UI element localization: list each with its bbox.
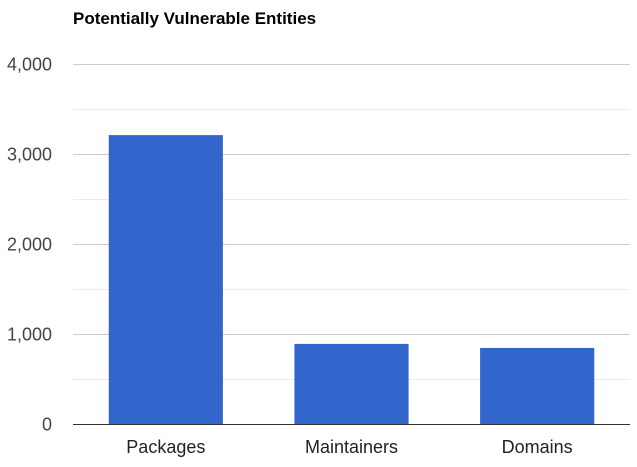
x-category-label: Maintainers <box>305 437 398 457</box>
y-tick-label: 4,000 <box>7 55 52 75</box>
y-tick-label: 2,000 <box>7 235 52 255</box>
y-tick-label: 0 <box>42 415 52 435</box>
bar <box>480 347 595 424</box>
bar <box>108 135 223 424</box>
y-tick-label: 1,000 <box>7 325 52 345</box>
bar <box>294 343 409 424</box>
y-tick-label: 3,000 <box>7 145 52 165</box>
chart-title: Potentially Vulnerable Entities <box>73 9 317 28</box>
x-category-label: Domains <box>502 437 573 457</box>
x-category-label: Packages <box>126 437 205 457</box>
